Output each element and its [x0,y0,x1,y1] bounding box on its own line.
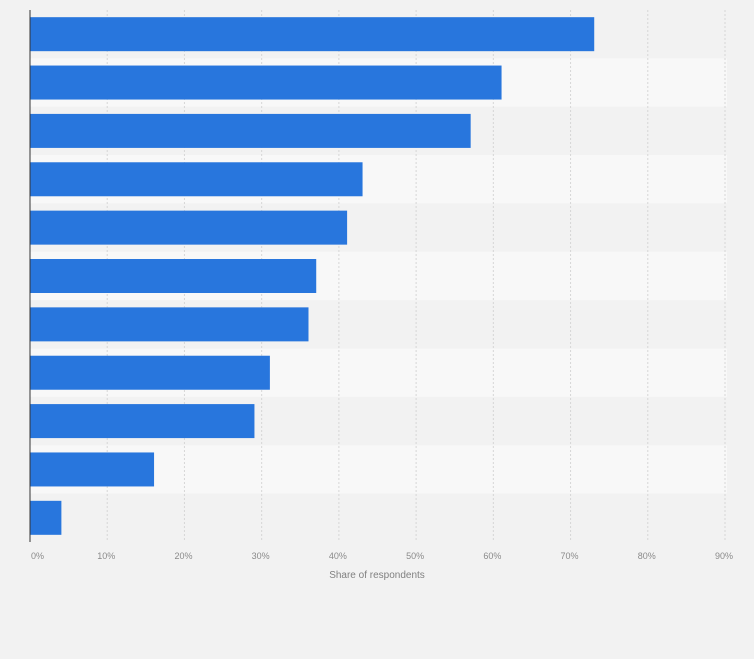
x-tick-label: 90% [715,551,733,561]
bar[interactable] [30,259,317,293]
bar[interactable] [30,65,502,100]
bar[interactable] [30,355,270,390]
bar[interactable] [30,17,595,52]
x-tick-label: 50% [406,551,424,561]
x-tick-label: 60% [483,551,501,561]
x-tick-label: 20% [174,551,192,561]
bar[interactable] [30,113,471,148]
bar[interactable] [30,404,255,439]
x-tick-label: 40% [329,551,347,561]
x-axis-label: Share of respondents [329,570,425,581]
x-tick-label: 70% [561,551,579,561]
x-tick-label: 30% [252,551,270,561]
bar[interactable] [30,500,62,535]
bar[interactable] [30,307,309,342]
bar[interactable] [30,162,363,197]
x-tick-labels: 0% 10% 20% 30% 40% 50% 60% 70% 80% 90% [31,551,733,561]
x-tick-label: 10% [97,551,115,561]
bar[interactable] [30,210,348,245]
x-tick-label: 0% [31,551,44,561]
row-band [30,493,727,542]
bar[interactable] [30,452,155,487]
bars [30,17,595,535]
x-tick-label: 80% [638,551,656,561]
